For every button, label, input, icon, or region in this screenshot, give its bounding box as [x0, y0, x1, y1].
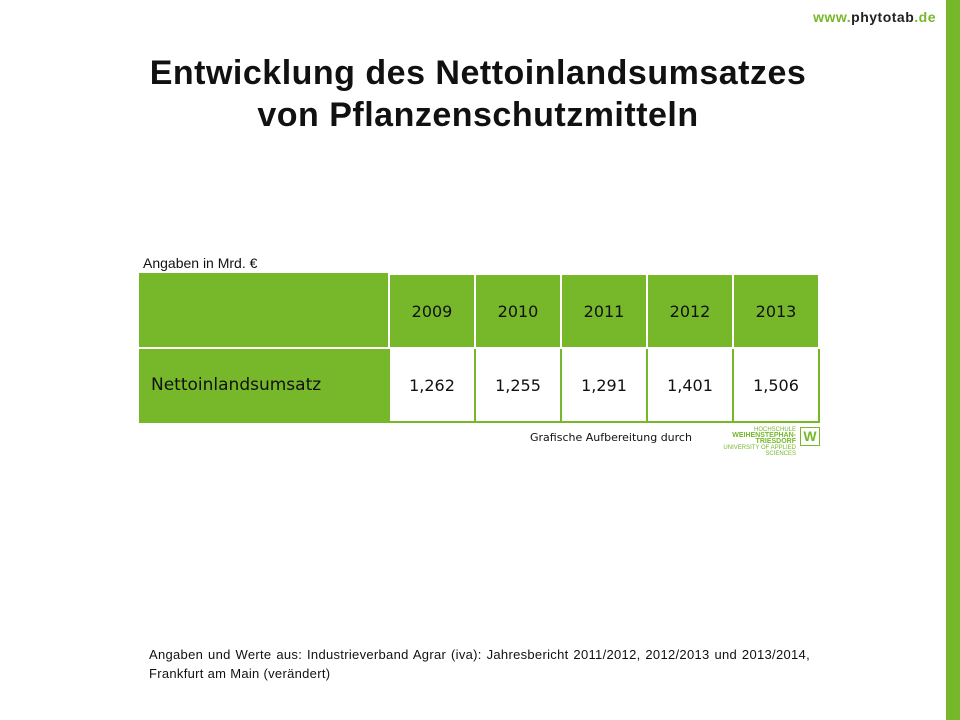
logo-mark-icon: W: [800, 427, 820, 446]
header-corner: [139, 273, 390, 349]
row-label: Nettoinlandsumsatz: [139, 347, 390, 423]
header-row: 2009 2010 2011 2012 2013: [139, 273, 820, 349]
year-header: 2013: [732, 273, 820, 349]
source-note: Angaben und Werte aus: Industrieverband …: [149, 647, 810, 681]
logo-line-2: WEIHENSTEPHAN-TRIESDORF: [732, 432, 796, 445]
year-header: 2011: [560, 273, 648, 349]
value-cell: 1,506: [732, 347, 820, 423]
value-cell: 1,291: [560, 347, 648, 423]
page-title: Entwicklung des Nettoinlandsumsatzes von …: [0, 52, 956, 136]
university-logo: HOCHSCHULE WEIHENSTEPHAN-TRIESDORF UNIVERS…: [704, 427, 796, 457]
year-header: 2012: [646, 273, 734, 349]
credit-text: Grafische Aufbereitung durch: [530, 431, 692, 444]
unit-label: Angaben in Mrd. €: [143, 255, 258, 271]
table-row: Nettoinlandsumsatz 1,262 1,255 1,291 1,4…: [139, 347, 820, 423]
accent-sidebar: [946, 0, 960, 720]
title-line-1: Entwicklung des Nettoinlandsumsatzes: [149, 54, 807, 92]
logo-line-3: UNIVERSITY OF APPLIED SCIENCES: [723, 445, 796, 457]
year-header: 2010: [474, 273, 562, 349]
value-cell: 1,401: [646, 347, 734, 423]
sales-table: 2009 2010 2011 2012 2013 Nettoinlandsums…: [139, 273, 820, 423]
value-cell: 1,262: [388, 347, 476, 423]
value-cell: 1,255: [474, 347, 562, 423]
logo-line-1: HOCHSCHULE: [753, 427, 796, 433]
url-suffix: .de: [914, 9, 936, 25]
year-header: 2009: [388, 273, 476, 349]
website-url[interactable]: www.phytotab.de: [813, 9, 936, 25]
url-main: phytotab: [851, 9, 915, 25]
title-line-2: von Pflanzenschutzmitteln: [257, 96, 699, 134]
url-prefix: www.: [813, 9, 852, 25]
